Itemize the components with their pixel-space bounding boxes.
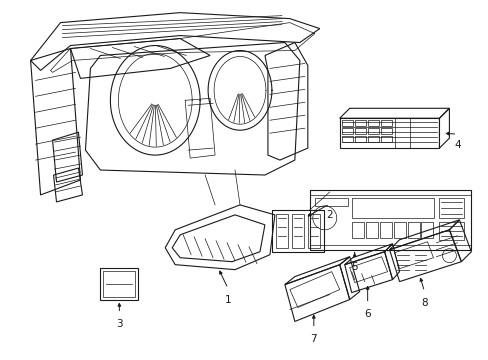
Text: 1: 1 xyxy=(224,294,231,305)
Text: 4: 4 xyxy=(453,140,460,150)
Text: 2: 2 xyxy=(326,210,332,220)
Text: 5: 5 xyxy=(351,262,357,272)
Text: 6: 6 xyxy=(364,310,370,319)
Text: 3: 3 xyxy=(116,319,122,329)
Text: 8: 8 xyxy=(420,298,427,307)
Text: 7: 7 xyxy=(310,334,316,345)
